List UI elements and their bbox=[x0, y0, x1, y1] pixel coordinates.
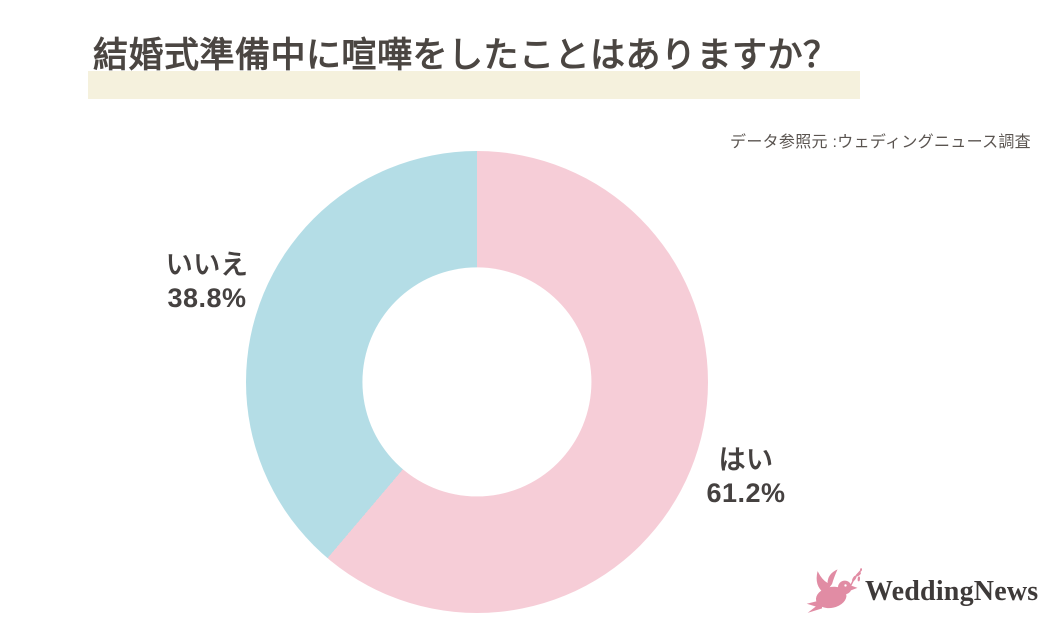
slice-label-yes-value: 61.2% bbox=[706, 478, 786, 508]
slice-label-no: いいえ 38.8% bbox=[142, 249, 272, 315]
data-source-note: データ参照元 :ウェディングニュース調査 bbox=[730, 134, 1031, 151]
logo-text: WeddingNews bbox=[865, 576, 1039, 607]
slice-label-yes-name: はい bbox=[718, 445, 774, 475]
slice-label-yes: はい 61.2% bbox=[681, 444, 811, 510]
donut-hole bbox=[362, 267, 592, 497]
page-title: 結婚式準備中に喧嘩をしたことはありますか？ bbox=[93, 36, 839, 75]
title-highlight bbox=[88, 71, 860, 99]
slice-label-no-name: いいえ bbox=[165, 250, 249, 280]
weddingnews-logo: WeddingNews bbox=[804, 566, 1038, 618]
dove-icon bbox=[806, 568, 862, 613]
donut-chart bbox=[246, 151, 708, 613]
slice-label-no-value: 38.8% bbox=[167, 283, 247, 313]
